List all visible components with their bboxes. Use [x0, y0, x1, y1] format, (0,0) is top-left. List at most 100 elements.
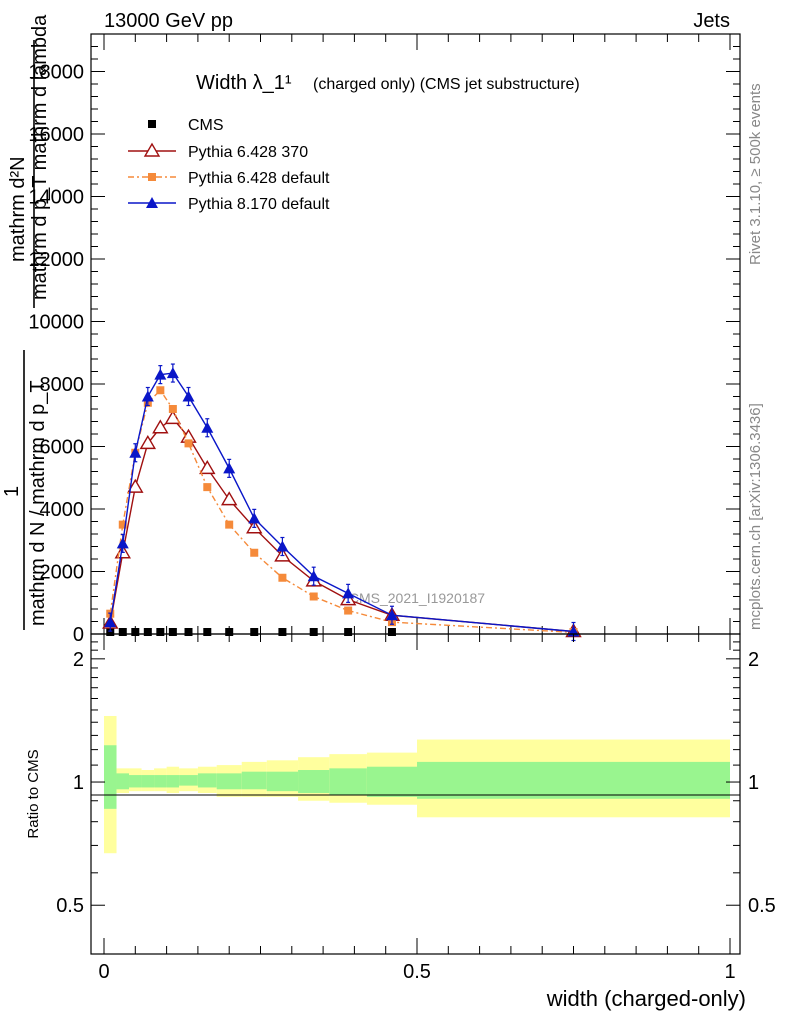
data-point — [141, 390, 154, 402]
data-point — [131, 628, 140, 636]
data-point — [201, 421, 214, 433]
data-point — [250, 628, 259, 636]
x-axis-label: width (charged-only) — [546, 986, 746, 1011]
data-point — [156, 386, 165, 395]
data-point — [223, 462, 236, 474]
data-point — [344, 628, 353, 636]
series-group — [102, 363, 582, 642]
ratio-band-inner — [141, 775, 155, 788]
data-point — [168, 628, 177, 636]
ratio-x-ticks: 0 0.5 1 — [98, 634, 736, 983]
y-tick-label: 8000 — [40, 374, 85, 396]
data-point — [129, 446, 142, 458]
mcplots-label: mcplots.cern.ch [arXiv:1306.3436] — [747, 403, 764, 630]
data-point — [385, 609, 398, 621]
data-point — [248, 512, 261, 524]
y-tick-label: 2000 — [40, 562, 85, 584]
data-point — [143, 628, 152, 636]
x-tick-label: 0 — [98, 961, 109, 983]
y-tick-label: 0 — [73, 624, 84, 646]
legend-label: CMS — [188, 117, 224, 134]
series-1 — [102, 409, 582, 638]
ratio-bands — [104, 715, 730, 854]
ratio-band-inner — [166, 775, 180, 788]
data-point — [118, 520, 127, 529]
ratio-band-inner — [266, 771, 299, 792]
y-label-one: 1 — [1, 486, 23, 497]
ratio-band-inner — [366, 766, 417, 797]
y-tick-label: 6000 — [40, 437, 85, 459]
y-axis-label: mathrm d²N mathrm d p_T mathrm d lambda … — [1, 14, 51, 630]
main-x-ticks — [103, 34, 731, 634]
legend-label: Pythia 8.170 default — [188, 196, 330, 213]
main-plot-panel: 0 2000 4000 6000 8000 10000 12000 14000 16000 180… — [28, 33, 741, 646]
main-y-ticks: 0 2000 4000 6000 8000 10000 12000 14000 16000 180… — [28, 46, 740, 646]
ratio-band-inner — [241, 771, 267, 790]
data-point — [309, 628, 318, 636]
data-point — [184, 628, 193, 636]
data-point — [118, 628, 127, 636]
ratio-y-label: Ratio to CMS — [25, 749, 42, 838]
ratio-y-tick-label-right: 1 — [748, 772, 759, 794]
ratio-y-tick-label: 1 — [73, 772, 84, 794]
ratio-y-tick-label-right: 2 — [748, 649, 759, 671]
ratio-band-inner — [154, 775, 167, 788]
legend-label: Pythia 6.428 default — [188, 170, 330, 187]
data-point — [225, 520, 234, 529]
data-point — [278, 573, 287, 582]
ratio-band-inner — [197, 773, 217, 788]
data-point — [139, 434, 157, 450]
legend-marker — [146, 197, 158, 208]
data-point — [387, 628, 396, 636]
data-point — [250, 548, 259, 557]
y-tick-label: 14000 — [28, 187, 84, 209]
data-point — [182, 390, 195, 402]
ratio-band-inner — [129, 775, 142, 788]
ratio-band-inner — [329, 768, 367, 795]
plot-subtitle: (charged only) (CMS jet substructure) — [313, 76, 580, 93]
data-point — [152, 419, 169, 434]
x-tick-label: 1 — [724, 961, 735, 983]
data-point — [220, 491, 238, 506]
legend-label: Pythia 6.428 370 — [188, 144, 308, 161]
data-point — [156, 628, 165, 636]
data-point — [199, 459, 216, 475]
data-point — [276, 540, 289, 552]
analysis-watermark: CMS_2021_I1920187 — [349, 590, 485, 606]
plot-title: Width λ_1¹ — [196, 72, 292, 94]
ratio-band-inner — [179, 775, 198, 786]
ratio-plot-panel: 0.5 0.51 12 2 0 0.5 1 Ratio to CMS width (cha… — [25, 633, 776, 1011]
legend-marker — [148, 173, 156, 181]
data-point — [106, 628, 115, 636]
x-tick-label: 0.5 — [403, 961, 431, 983]
data-point — [164, 409, 182, 425]
data-point — [203, 628, 212, 636]
y-label-numerator: mathrm d²N — [7, 156, 29, 262]
series-0 — [106, 628, 396, 636]
process-label: Jets — [693, 10, 730, 32]
data-point — [225, 628, 234, 636]
ratio-y-tick-label: 2 — [73, 649, 84, 671]
legend: CMS Pythia 6.428 370 Pythia 6.428 default P… — [128, 117, 330, 213]
ratio-band-inner — [298, 770, 330, 794]
data-point — [127, 478, 144, 493]
ratio-y-ticks: 0.5 0.5 1 1 2 2 — [56, 641, 776, 917]
data-point — [307, 570, 320, 582]
data-point — [116, 537, 129, 549]
data-point — [203, 483, 212, 492]
data-point — [344, 606, 353, 615]
rivet-label: Rivet 3.1.10, ≥ 500k events — [747, 83, 764, 265]
y-tick-label: 16000 — [28, 124, 84, 146]
y-tick-label: 12000 — [28, 249, 84, 271]
ratio-y-tick-label: 0.5 — [56, 895, 84, 917]
data-point — [166, 367, 179, 379]
ratio-plot-frame — [90, 633, 741, 955]
data-point — [278, 628, 287, 636]
y-tick-label: 18000 — [28, 62, 84, 84]
ratio-y-tick-label-right: 0.5 — [748, 895, 776, 917]
data-point — [104, 616, 117, 628]
y-tick-label: 4000 — [40, 499, 85, 521]
series-line — [109, 417, 574, 633]
y-tick-label: 10000 — [28, 312, 84, 334]
